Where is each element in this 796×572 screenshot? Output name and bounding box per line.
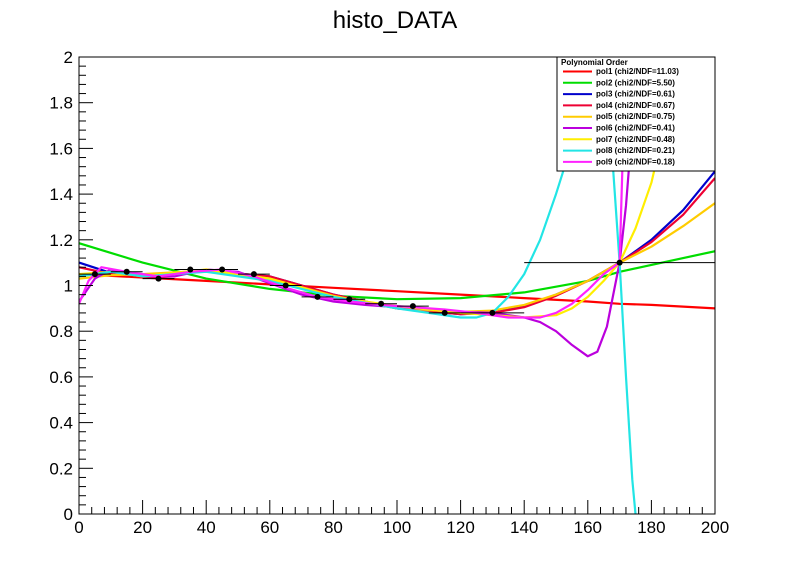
x-tick-label: 0 [74, 518, 83, 537]
legend-label: pol1 (chi2/NDF=11.03) [596, 67, 679, 76]
y-tick-label: 0.2 [49, 459, 73, 478]
legend-label: pol6 (chi2/NDF=0.41) [596, 124, 675, 133]
legend-entry: pol6 (chi2/NDF=0.41) [563, 124, 675, 133]
legend-entry: pol2 (chi2/NDF=5.50) [563, 78, 675, 87]
x-tick-label: 20 [133, 518, 152, 537]
legend-title: Polynomial Order [561, 58, 628, 67]
data-point [460, 309, 525, 316]
x-tick-label: 200 [701, 518, 729, 537]
legend-box [556, 56, 716, 172]
legend-entry: pol8 (chi2/NDF=0.21) [563, 146, 675, 155]
series-line-pol8 [79, 67, 637, 514]
series-line-pol2 [79, 242, 715, 301]
data-point [524, 259, 715, 266]
y-tick-label: 0.8 [49, 322, 73, 341]
legend-entry: pol3 (chi2/NDF=0.61) [563, 90, 675, 99]
chart-title: histo_DATA [333, 7, 458, 34]
y-tick-label: 0.6 [49, 368, 73, 387]
data-point [206, 266, 238, 273]
y-tick-label: 1.8 [49, 94, 73, 113]
y-tick-label: 1.6 [49, 139, 73, 158]
y-tick-label: 2 [64, 48, 73, 67]
data-point [428, 309, 461, 316]
data-point [174, 266, 207, 273]
x-tick-label: 160 [574, 518, 602, 537]
x-tick-label: 100 [383, 518, 411, 537]
data-point [238, 271, 270, 278]
x-tick-label: 140 [510, 518, 538, 537]
legend-entry: pol9 (chi2/NDF=0.18) [563, 157, 675, 166]
legend-label: pol2 (chi2/NDF=5.50) [596, 78, 675, 87]
y-tick-label: 0.4 [49, 414, 73, 433]
legend: Polynomial Order pol1 (chi2/NDF=11.03)po… [556, 56, 716, 172]
data-point [397, 303, 429, 310]
legend-entry: pol4 (chi2/NDF=0.67) [563, 101, 675, 110]
data-point [142, 275, 175, 282]
data-point [79, 271, 111, 278]
legend-entry: pol7 (chi2/NDF=0.48) [563, 135, 675, 144]
data-point [301, 293, 334, 300]
series-line-pol1 [79, 273, 715, 310]
series-line-pol9 [79, 57, 627, 319]
data-point [333, 296, 366, 303]
legend-label: pol5 (chi2/NDF=0.75) [596, 112, 675, 121]
data-points-layer [79, 259, 715, 316]
legend-entry: pol1 (chi2/NDF=11.03) [563, 67, 679, 76]
x-tick-label: 60 [260, 518, 279, 537]
legend-label: pol4 (chi2/NDF=0.67) [596, 101, 675, 110]
legend-label: pol7 (chi2/NDF=0.48) [596, 135, 675, 144]
y-tick-label: 0 [64, 505, 73, 524]
legend-entries: pol1 (chi2/NDF=11.03) pol2 (chi2/NDF=5.50… [563, 67, 679, 166]
x-tick-label: 80 [324, 518, 343, 537]
y-tick-label: 1 [64, 277, 73, 296]
y-tick-label: 1.4 [49, 185, 73, 204]
x-tick-label: 180 [637, 518, 665, 537]
axes-layer: 0 20 40 60 80 100 120 140 160 180 200 0 0.2 0.4 0.6 0.8… [49, 48, 729, 537]
data-point [365, 300, 397, 307]
legend-label: pol8 (chi2/NDF=0.21) [596, 146, 675, 155]
x-tick-label: 40 [197, 518, 216, 537]
y-tick-label: 1.2 [49, 231, 73, 250]
data-point [269, 282, 302, 289]
data-point [110, 268, 143, 275]
x-tick-label: 120 [446, 518, 474, 537]
legend-label: pol9 (chi2/NDF=0.18) [596, 157, 675, 166]
legend-label: pol3 (chi2/NDF=0.61) [596, 90, 675, 99]
legend-entry: pol5 (chi2/NDF=0.75) [563, 112, 675, 121]
